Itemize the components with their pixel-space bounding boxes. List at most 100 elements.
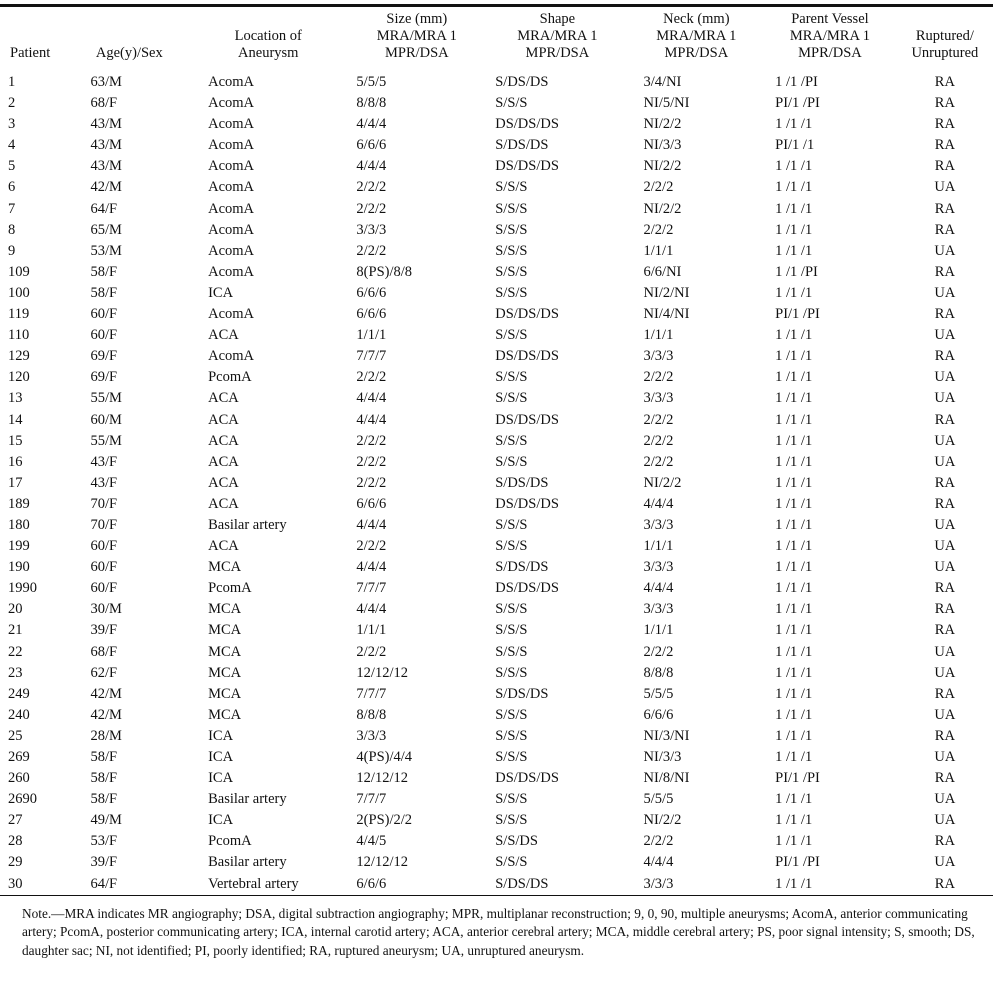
header-size: Size (mm) MRA/MRA 1 MPR/DSA bbox=[376, 11, 457, 61]
cell-age-sex: 70/F bbox=[90, 495, 118, 512]
cell-location: AcomA bbox=[208, 116, 255, 133]
cell-parent-vessel: 1 /1 /1 bbox=[775, 538, 813, 555]
cell-size: 4/4/4 bbox=[356, 158, 387, 175]
cell-age-sex: 68/F bbox=[90, 643, 118, 660]
cell-shape: DS/DS/DS bbox=[495, 411, 559, 428]
table-row: 249 42/M MCA 7/7/7 S/DS/DS 5/5/5 1 /1 /1 RA bbox=[0, 684, 993, 705]
cell-size: 4/4/4 bbox=[356, 559, 387, 576]
cell-size: 1/1/1 bbox=[356, 622, 387, 639]
cell-size: 4/4/4 bbox=[356, 116, 387, 133]
table-row: 15 55/M ACA 2/2/2 S/S/S 2/2/2 1 /1 /1 UA bbox=[0, 431, 993, 452]
cell-ruptured: UA bbox=[934, 516, 956, 533]
cell-neck: NI/3/3 bbox=[643, 137, 682, 154]
cell-location: ACA bbox=[208, 495, 239, 512]
cell-ruptured: RA bbox=[934, 263, 955, 280]
cell-shape: S/DS/DS bbox=[495, 875, 549, 892]
cell-neck: NI/2/2 bbox=[643, 812, 682, 829]
cell-size: 7/7/7 bbox=[356, 580, 387, 597]
cell-location: ACA bbox=[208, 538, 239, 555]
cell-shape: DS/DS/DS bbox=[495, 158, 559, 175]
cell-age-sex: 30/M bbox=[90, 601, 122, 618]
cell-location: AcomA bbox=[208, 200, 255, 217]
cell-location: ACA bbox=[208, 432, 239, 449]
cell-size: 6/6/6 bbox=[356, 137, 387, 154]
cell-ruptured: UA bbox=[934, 812, 956, 829]
cell-location: MCA bbox=[208, 706, 242, 723]
cell-shape: S/S/S bbox=[495, 854, 528, 871]
cell-ruptured: UA bbox=[934, 179, 956, 196]
cell-shape: S/DS/DS bbox=[495, 559, 549, 576]
cell-location: ICA bbox=[208, 812, 234, 829]
cell-patient: 190 bbox=[8, 559, 30, 576]
cell-neck: 2/2/2 bbox=[643, 432, 674, 449]
cell-ruptured: UA bbox=[934, 453, 956, 470]
cell-ruptured: RA bbox=[934, 137, 955, 154]
cell-parent-vessel: 1 /1 /PI bbox=[775, 74, 818, 90]
cell-location: AcomA bbox=[208, 221, 255, 238]
table-row: 22 68/F MCA 2/2/2 S/S/S 2/2/2 1 /1 /1 UA bbox=[0, 642, 993, 663]
header-shape: Shape MRA/MRA 1 MPR/DSA bbox=[517, 11, 598, 61]
cell-location: ACA bbox=[208, 390, 239, 407]
cell-shape: S/S/S bbox=[495, 390, 528, 407]
cell-size: 12/12/12 bbox=[356, 854, 408, 871]
cell-ruptured: UA bbox=[934, 369, 956, 386]
cell-shape: S/S/S bbox=[495, 263, 528, 280]
cell-age-sex: 58/F bbox=[90, 749, 118, 765]
cell-age-sex: 43/F bbox=[90, 453, 118, 470]
cell-shape: S/DS/DS bbox=[495, 685, 549, 702]
cell-location: AcomA bbox=[208, 242, 255, 259]
cell-neck: 3/3/3 bbox=[643, 559, 674, 576]
cell-location: Basilar artery bbox=[208, 854, 287, 871]
cell-ruptured: UA bbox=[934, 664, 956, 681]
table-row: 6 42/M AcomA 2/2/2 S/S/S 2/2/2 1 /1 /1 UA bbox=[0, 177, 993, 198]
cell-patient: 16 bbox=[8, 453, 23, 470]
cell-location: AcomA bbox=[208, 74, 255, 90]
cell-neck: 6/6/NI bbox=[643, 263, 682, 280]
cell-age-sex: 53/F bbox=[90, 833, 118, 850]
cell-size: 2/2/2 bbox=[356, 179, 387, 196]
cell-size: 2/2/2 bbox=[356, 643, 387, 660]
cell-location: ICA bbox=[208, 284, 234, 301]
cell-neck: 4/4/4 bbox=[643, 495, 674, 512]
cell-ruptured: RA bbox=[934, 411, 955, 428]
cell-neck: 2/2/2 bbox=[643, 643, 674, 660]
cell-patient: 110 bbox=[8, 327, 30, 344]
cell-size: 2/2/2 bbox=[356, 242, 387, 259]
cell-size: 6/6/6 bbox=[356, 306, 387, 323]
cell-parent-vessel: 1 /1 /1 bbox=[775, 116, 813, 133]
table-row: 109 58/F AcomA 8(PS)/8/8 S/S/S 6/6/NI 1 /1 /PI… bbox=[0, 262, 993, 283]
cell-size: 3/3/3 bbox=[356, 221, 387, 238]
cell-parent-vessel: 1 /1 /1 bbox=[775, 664, 813, 681]
header-parent-vessel: Parent Vessel MRA/MRA 1 MPR/DSA bbox=[789, 11, 871, 61]
cell-patient: 25 bbox=[8, 727, 23, 744]
cell-parent-vessel: 1 /1 /1 bbox=[775, 474, 813, 491]
cell-location: AcomA bbox=[208, 137, 255, 154]
cell-patient: 23 bbox=[8, 664, 23, 681]
cell-shape: S/S/S bbox=[495, 727, 528, 744]
cell-location: ICA bbox=[208, 727, 234, 744]
cell-neck: 2/2/2 bbox=[643, 179, 674, 196]
cell-ruptured: RA bbox=[934, 116, 955, 133]
cell-location: Basilar artery bbox=[208, 791, 287, 808]
cell-shape: DS/DS/DS bbox=[495, 116, 559, 133]
cell-age-sex: 68/F bbox=[90, 95, 118, 112]
cell-patient: 119 bbox=[8, 306, 30, 323]
cell-age-sex: 62/F bbox=[90, 664, 118, 681]
cell-neck: 4/4/4 bbox=[643, 580, 674, 597]
cell-location: MCA bbox=[208, 664, 242, 681]
cell-neck: 1/1/1 bbox=[643, 242, 674, 259]
cell-shape: S/S/S bbox=[495, 791, 528, 808]
cell-location: AcomA bbox=[208, 263, 255, 280]
cell-ruptured: RA bbox=[934, 95, 955, 112]
cell-ruptured: RA bbox=[934, 833, 955, 850]
cell-neck: 2/2/2 bbox=[643, 833, 674, 850]
cell-neck: NI/3/3 bbox=[643, 749, 682, 765]
cell-patient: 249 bbox=[8, 685, 30, 702]
cell-shape: S/DS/DS bbox=[495, 74, 549, 90]
cell-patient: 13 bbox=[8, 390, 23, 407]
cell-patient: 20 bbox=[8, 601, 23, 618]
cell-neck: 5/5/5 bbox=[643, 685, 674, 702]
cell-size: 6/6/6 bbox=[356, 495, 387, 512]
cell-ruptured: RA bbox=[934, 348, 955, 365]
header-neck: Neck (mm) MRA/MRA 1 MPR/DSA bbox=[656, 11, 737, 61]
